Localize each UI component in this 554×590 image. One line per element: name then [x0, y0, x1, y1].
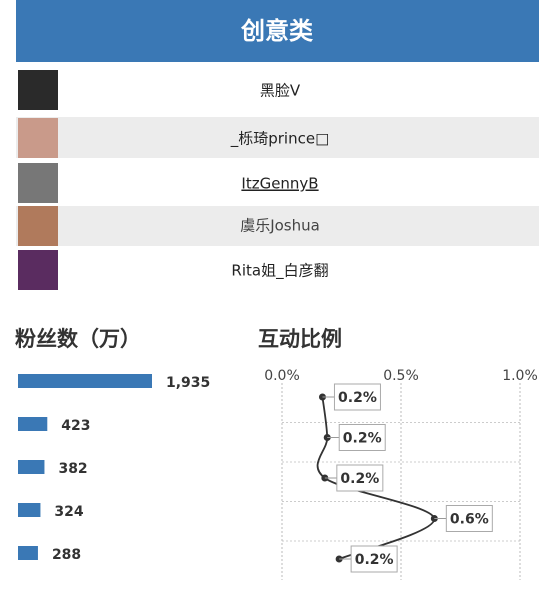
value-label: 0.6% [450, 512, 489, 528]
header-title: 创意类 [240, 17, 314, 45]
bar [18, 374, 152, 388]
row-name: Rita姐_白彦翻 [231, 262, 328, 281]
row-name: _栎琦prince□ [230, 130, 330, 149]
x-tick-label: 0.0% [264, 368, 300, 384]
x-tick-label: 1.0% [502, 368, 538, 384]
avatar [18, 163, 58, 203]
label-box [336, 464, 384, 492]
row-name: 黑脸V [260, 82, 301, 100]
value-label: 0.2% [338, 390, 377, 406]
row-bg [16, 206, 539, 246]
row-bg [16, 68, 539, 112]
label-box [338, 424, 386, 451]
value-label: 382 [58, 461, 87, 477]
table: 黑脸V _栎琦prince□ ItzGennyB 虞乐Joshua Rita姐_… [16, 68, 539, 290]
chart-title: 粉丝数（万） [15, 327, 141, 351]
label-box [350, 545, 398, 573]
row-bg [16, 250, 539, 290]
value-label: 0.2% [355, 552, 394, 568]
bar [18, 546, 38, 560]
value-label: 1,935 [166, 375, 210, 391]
avatar [18, 250, 58, 290]
value-label: 423 [61, 418, 90, 434]
avatar [18, 118, 58, 158]
value-label: 0.2% [343, 431, 382, 447]
value-label: 324 [54, 504, 83, 520]
row-name: ItzGennyB [241, 175, 318, 193]
value-label: 288 [52, 547, 81, 563]
bar [18, 460, 45, 474]
x-tick-label: 0.5% [383, 368, 419, 384]
avatar [18, 206, 58, 246]
bar [18, 503, 41, 517]
chart-title: 互动比例 [258, 327, 342, 351]
bar [18, 417, 48, 431]
avatar [18, 70, 58, 110]
row-bg [16, 162, 539, 203]
label-box [333, 383, 381, 411]
row-name: 虞乐Joshua [240, 217, 320, 235]
value-label: 0.2% [340, 471, 379, 487]
row-bg [16, 117, 539, 158]
label-box [445, 505, 493, 532]
header-bar [16, 0, 539, 62]
